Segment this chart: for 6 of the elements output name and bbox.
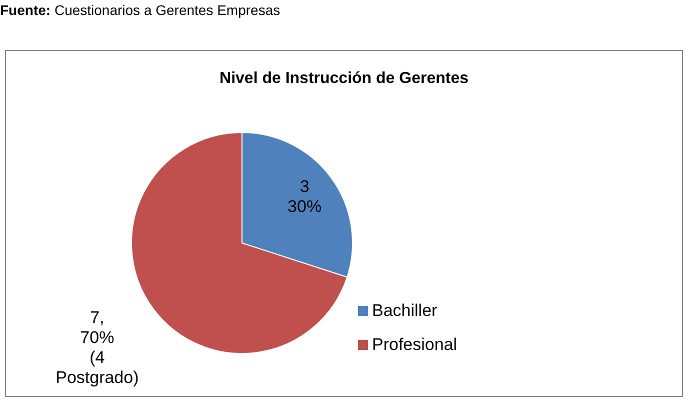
legend-label: Bachiller — [372, 301, 438, 321]
legend-label: Profesional — [372, 335, 458, 355]
chart-title: Nivel de Instrucción de Gerentes — [218, 70, 470, 88]
data-label: 3 30% — [288, 177, 322, 216]
data-label: 7, 70% (4 Postgrado) — [56, 308, 139, 387]
source-note: Fuente: Cuestionarios a Gerentes Empresas — [0, 2, 280, 18]
